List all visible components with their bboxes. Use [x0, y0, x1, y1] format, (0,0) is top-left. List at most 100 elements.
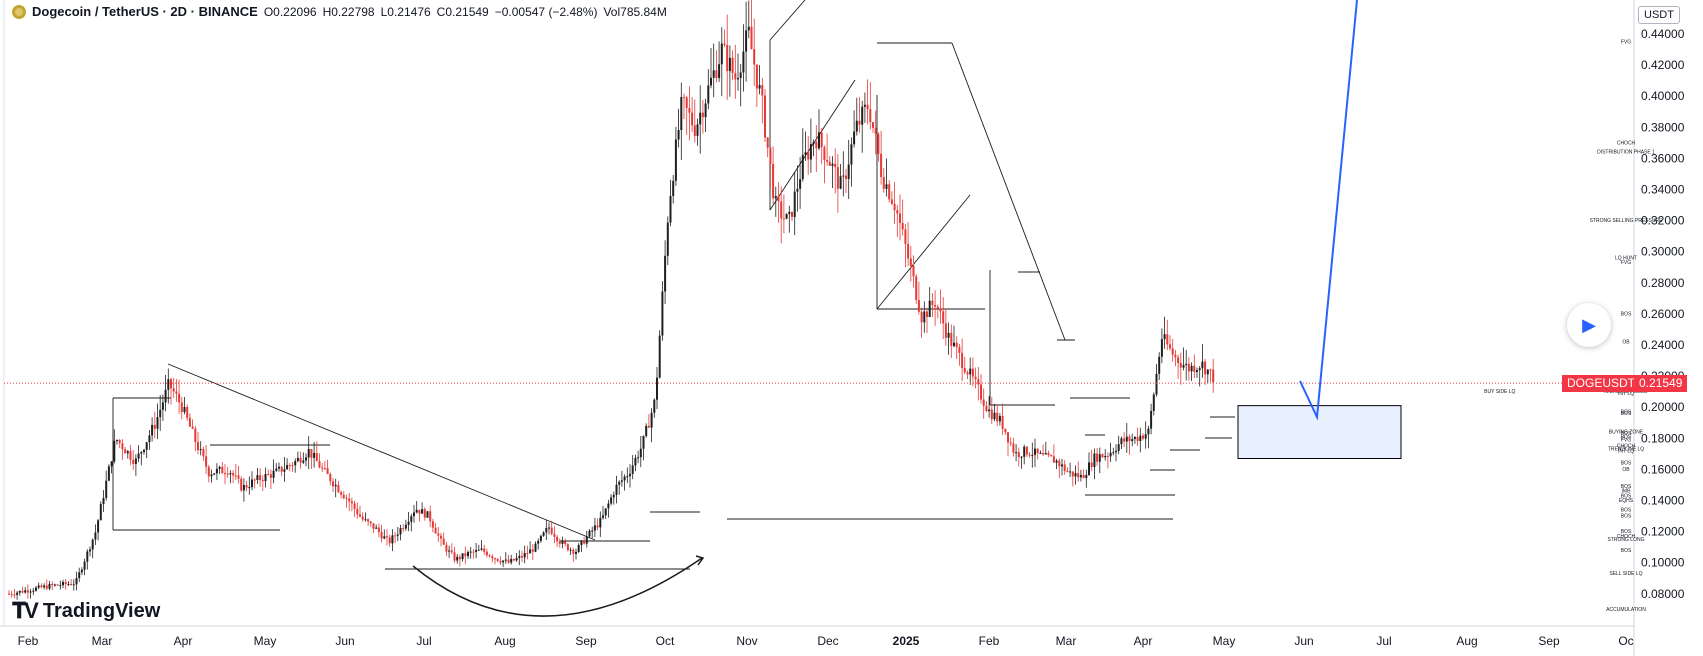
- candle: [445, 542, 448, 556]
- candle: [990, 396, 993, 424]
- candle: [143, 448, 145, 455]
- currency-unit-label[interactable]: USDT: [1638, 6, 1680, 24]
- current-price-tag: 0.21549: [1634, 375, 1688, 392]
- time-axis-tick: Sep: [575, 634, 597, 648]
- candle: [588, 529, 591, 539]
- candle: [1174, 349, 1177, 367]
- candle: [799, 157, 802, 209]
- candle: [823, 145, 826, 184]
- candle: [677, 108, 680, 148]
- candle: [955, 336, 958, 359]
- candle: [917, 281, 920, 315]
- projection-line: [1299, 0, 1358, 421]
- candle: [413, 504, 415, 523]
- volume-value: Vol785.84M: [603, 4, 667, 19]
- tradingview-logo-icon: 𝐓V: [12, 598, 39, 623]
- symbol-title[interactable]: Dogecoin / TetherUS · 2D · BINANCE: [32, 4, 258, 19]
- candle: [836, 154, 839, 213]
- candle: [680, 82, 683, 160]
- candle: [307, 436, 310, 470]
- candle: [396, 527, 399, 542]
- candle: [791, 211, 793, 222]
- candle: [950, 324, 953, 358]
- price-axis-tick: 0.30000: [1641, 245, 1685, 259]
- candle: [782, 194, 785, 234]
- candle: [1177, 354, 1180, 379]
- candle: [575, 548, 577, 560]
- candle: [1125, 422, 1128, 453]
- candle: [148, 430, 151, 450]
- candle: [788, 205, 791, 233]
- price-axis-tick: 0.28000: [1641, 276, 1685, 290]
- candle: [977, 367, 980, 401]
- candle: [210, 469, 213, 483]
- candle: [429, 505, 432, 528]
- candle: [151, 417, 154, 442]
- candle: [134, 454, 137, 476]
- candle: [43, 583, 46, 590]
- candle: [758, 65, 761, 95]
- annotation-label: CHOCH: [1617, 444, 1636, 450]
- candle: [863, 92, 866, 124]
- open-value: O0.22096: [263, 4, 317, 19]
- candle: [693, 99, 696, 143]
- candle: [226, 467, 229, 478]
- annotation-label: BOS: [1621, 431, 1632, 437]
- candle: [323, 460, 326, 470]
- candle: [845, 168, 847, 194]
- candle: [1069, 462, 1072, 478]
- candle: [121, 439, 124, 460]
- candle: [229, 470, 232, 484]
- candle: [888, 180, 891, 203]
- candle: [161, 394, 164, 421]
- candle: [521, 550, 523, 563]
- candle: [993, 403, 996, 422]
- candle: [890, 191, 893, 206]
- candle: [29, 588, 32, 599]
- candle: [431, 518, 434, 533]
- candle: [259, 468, 262, 487]
- candle: [880, 130, 883, 185]
- candle: [167, 368, 170, 404]
- high-value: H0.22798: [322, 4, 375, 19]
- candle: [245, 480, 248, 492]
- candle: [580, 540, 583, 553]
- candle: [475, 543, 478, 559]
- candle: [197, 431, 199, 455]
- symbol-header: Dogecoin / TetherUS · 2D · BINANCE O0.22…: [12, 4, 667, 19]
- candle: [286, 458, 289, 470]
- candle: [1160, 328, 1163, 364]
- annotation-label: BOS: [1621, 548, 1632, 554]
- play-button[interactable]: ▶: [1567, 303, 1611, 347]
- time-axis-tick: May: [254, 634, 277, 648]
- annotation-label: EQHS: [1619, 498, 1634, 504]
- candle: [375, 524, 378, 530]
- candle: [745, 1, 748, 82]
- candle: [661, 281, 664, 341]
- candle: [861, 100, 864, 153]
- candle: [386, 529, 388, 546]
- candle: [839, 164, 842, 190]
- candle: [1131, 433, 1134, 447]
- time-axis-tick: 2025: [893, 634, 920, 648]
- annotation-label: SELL SIDE LQ: [1609, 571, 1642, 577]
- candle: [931, 293, 934, 317]
- candle: [818, 109, 820, 151]
- candle: [734, 44, 737, 99]
- annotation-label: BOS: [1621, 493, 1632, 499]
- annotation-label: FVG: [1621, 39, 1631, 45]
- candle: [942, 297, 945, 340]
- candle: [642, 435, 645, 461]
- candle: [607, 499, 610, 518]
- candle: [718, 41, 721, 82]
- candle: [1082, 469, 1085, 479]
- candle: [269, 469, 272, 490]
- candle: [1036, 448, 1039, 460]
- candle: [224, 464, 226, 485]
- candle: [912, 255, 915, 288]
- candle: [334, 478, 337, 498]
- candle: [423, 507, 426, 521]
- time-axis-tick: Jun: [1294, 634, 1313, 648]
- candle: [483, 544, 486, 555]
